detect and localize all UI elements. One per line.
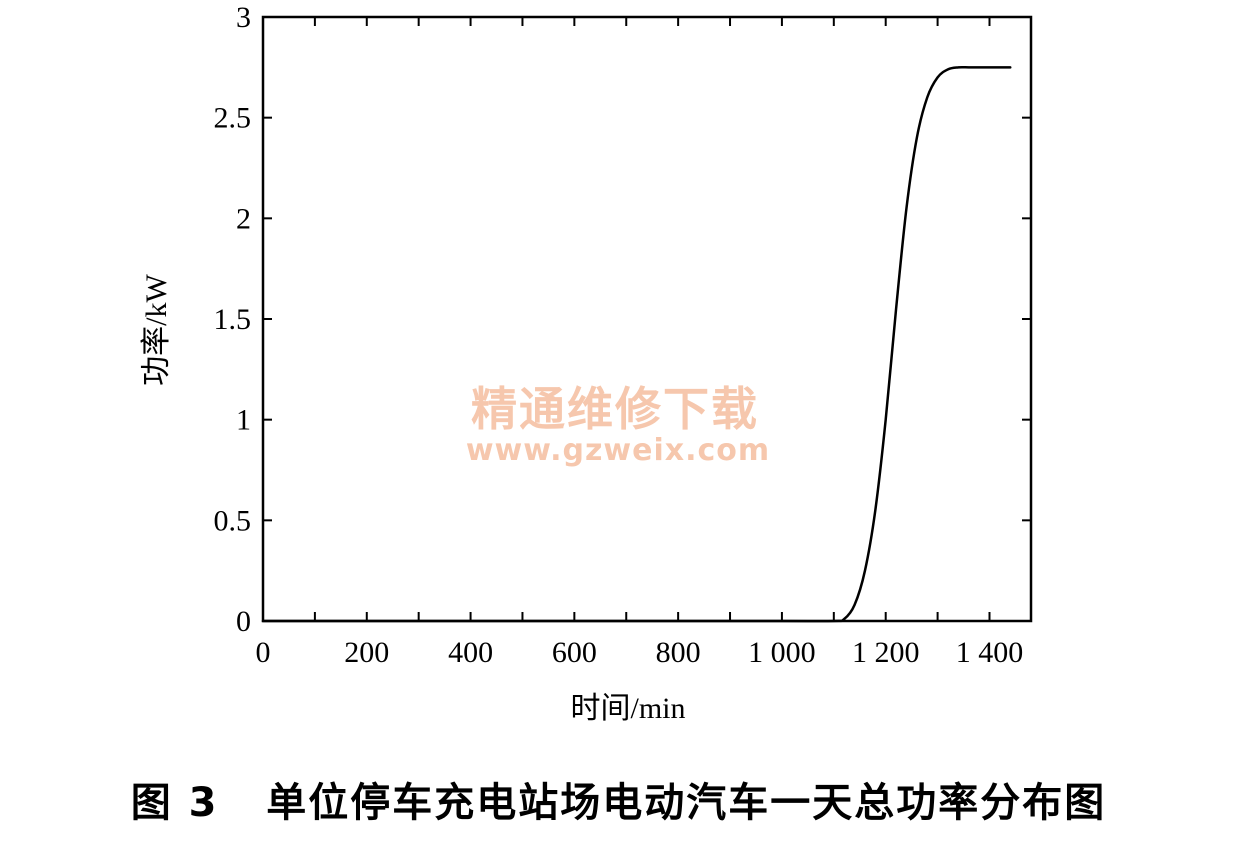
- x-tick-label: 200: [344, 636, 389, 669]
- ticks: 0 200 400 600 800 1 000 1 200 1 400 0 0.5 1 1.5 2 2.5…: [214, 1, 1031, 669]
- y-tick-label: 2.5: [214, 102, 252, 135]
- x-tick-label: 800: [656, 636, 701, 669]
- x-tick-label: 0: [256, 636, 271, 669]
- x-axis-title: 时间/min: [570, 692, 685, 725]
- x-tick-label: 600: [552, 636, 597, 669]
- plot-area: [261, 65, 1012, 623]
- plot-frame: [261, 15, 1033, 623]
- y-tick-label: 1: [236, 404, 251, 437]
- y-tick-label: 1.5: [214, 303, 252, 336]
- x-tick-label: 400: [448, 636, 493, 669]
- y-tick-label: 0: [236, 605, 251, 638]
- y-tick-label: 3: [236, 1, 251, 34]
- x-tick-label: 1 400: [956, 636, 1024, 669]
- x-tick-label: 1 000: [748, 636, 816, 669]
- watermark-title: 精通维修下载: [471, 382, 759, 436]
- watermark-url: www.gzweix.com: [466, 433, 770, 468]
- axes: [261, 15, 1033, 623]
- x-tick-label: 1 200: [852, 636, 920, 669]
- figure-caption: 图 3 单位停车充电站场电动汽车一天总功率分布图: [130, 780, 1107, 826]
- y-tick-label: 0.5: [214, 504, 252, 537]
- y-tick-label: 2: [236, 202, 251, 235]
- y-axis-title: 功率/kW: [140, 273, 173, 385]
- watermark: 精通维修下载 www.gzweix.com: [466, 382, 770, 468]
- series-line: [261, 65, 1012, 623]
